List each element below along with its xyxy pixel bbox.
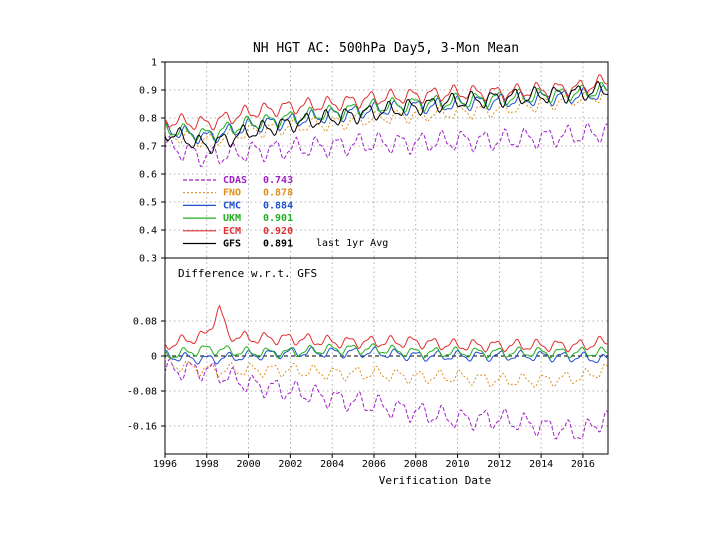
series-line-cdas	[164, 122, 609, 168]
bottom-panel-y-axis: -0.16 -0.08 0 0.08	[127, 317, 165, 433]
y-tick-label: 0.9	[139, 86, 157, 97]
y-tick-label: 1	[151, 58, 157, 69]
x-tick-label: 2010	[446, 459, 470, 470]
legend-name-cdas: CDAS	[223, 175, 247, 186]
legend-value-cdas: 0.743	[263, 175, 293, 186]
series-line-cmc	[164, 346, 609, 365]
legend-name-cmc: CMC	[223, 200, 241, 211]
legend-value-gfs: 0.891	[263, 239, 293, 250]
top-panel-y-axis: 0.3 0.4 0.5 0.6 0.7 0.8 0.9 1	[139, 58, 165, 265]
x-tick-label: 2012	[487, 459, 511, 470]
y-tick-label: 0.5	[139, 198, 157, 209]
y-tick-label: -0.16	[127, 422, 157, 433]
y-tick-label: 0	[151, 352, 157, 363]
y-tick-label: -0.08	[127, 387, 157, 398]
legend-name-gfs: GFS	[223, 239, 241, 250]
bottom-panel-grid	[164, 258, 608, 454]
y-tick-label: 0.8	[139, 114, 157, 125]
bottom-panel-series	[164, 304, 609, 440]
x-tick-label: 1998	[195, 459, 219, 470]
series-line-fno	[164, 88, 609, 149]
x-tick-label: 1996	[153, 459, 177, 470]
y-tick-label: 0.3	[139, 254, 157, 265]
series-line-ukm	[164, 82, 609, 142]
chart-title: NH HGT AC: 500hPa Day5, 3-Mon Mean	[253, 41, 519, 56]
legend: last 1yr Avg CDAS 0.743 FNO 0.878 CMC 0.884 UK…	[183, 175, 388, 250]
legend-name-ecm: ECM	[223, 226, 241, 237]
legend-note: last 1yr Avg	[316, 238, 388, 249]
x-tick-label: 2004	[320, 459, 344, 470]
top-panel-grid	[164, 62, 608, 258]
top-panel-series	[164, 74, 609, 168]
y-tick-label: 0.4	[139, 226, 157, 237]
x-tick-label: 2006	[362, 459, 386, 470]
series-line-ukm	[164, 342, 609, 360]
y-tick-label: 0.6	[139, 170, 157, 181]
series-line-ecm	[164, 74, 609, 131]
legend-value-cmc: 0.884	[263, 200, 293, 211]
x-tick-label: 2000	[237, 459, 261, 470]
y-tick-label: 0.08	[133, 317, 157, 328]
x-axis: 1996 1998 2000 2002 2004 2006 2008 2010 2012 2014…	[153, 454, 595, 470]
series-line-ecm	[164, 304, 609, 353]
x-tick-label: 2008	[404, 459, 428, 470]
x-tick-label: 2016	[571, 459, 595, 470]
difference-panel-label: Difference w.r.t. GFS	[178, 267, 317, 280]
series-line-cdas	[164, 358, 609, 440]
legend-value-fno: 0.878	[263, 188, 293, 199]
legend-name-ukm: UKM	[223, 213, 241, 224]
y-tick-label: 0.7	[139, 142, 157, 153]
x-axis-label: Verification Date	[379, 474, 492, 487]
series-line-gfs	[164, 80, 609, 155]
legend-name-fno: FNO	[223, 188, 241, 199]
legend-value-ecm: 0.920	[263, 226, 293, 237]
x-tick-label: 2014	[529, 459, 553, 470]
legend-value-ukm: 0.901	[263, 213, 293, 224]
series-line-fno	[164, 355, 609, 388]
x-tick-label: 2002	[278, 459, 302, 470]
